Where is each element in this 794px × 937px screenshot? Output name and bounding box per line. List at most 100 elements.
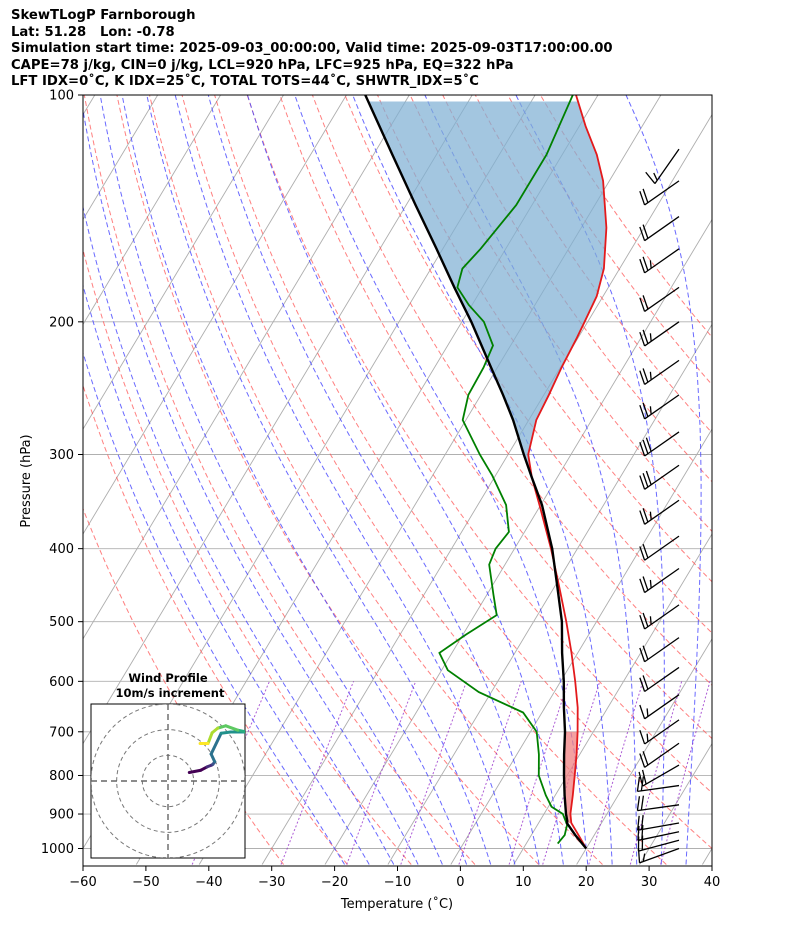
wind-barb-staff bbox=[644, 431, 680, 457]
wind-barb-feather bbox=[646, 708, 649, 717]
mixing-ratio-line bbox=[629, 681, 683, 865]
wind-barb-feather bbox=[642, 295, 649, 310]
dry-adiabat bbox=[409, 95, 712, 533]
wind-barb-feather bbox=[639, 704, 646, 719]
wind-barb-staff bbox=[644, 321, 680, 347]
wind-barb-feather bbox=[649, 511, 652, 520]
wind-barb-feather bbox=[645, 470, 652, 485]
wind-barb-feather bbox=[639, 370, 646, 385]
wind-barb-feather bbox=[646, 733, 649, 742]
wind-barb-feather bbox=[649, 616, 652, 625]
wind-barb-feather bbox=[642, 368, 649, 383]
moist-adiabat bbox=[83, 205, 395, 865]
y-tick-label: 900 bbox=[49, 808, 74, 823]
dry-adiabat bbox=[311, 95, 712, 686]
wind-barb-feather bbox=[639, 442, 646, 457]
isotherm bbox=[83, 95, 96, 116]
y-tick-label: 400 bbox=[49, 542, 74, 557]
wind-barb bbox=[639, 321, 680, 347]
isotherm bbox=[702, 847, 712, 865]
wind-barb-feather bbox=[649, 260, 652, 269]
moist-adiabat bbox=[247, 95, 564, 865]
wind-barb-staff bbox=[644, 694, 680, 720]
moist-adiabat bbox=[174, 95, 516, 865]
y-tick-label: 500 bbox=[49, 615, 74, 630]
wind-barb-feather bbox=[649, 579, 652, 589]
wind-barb-staff bbox=[644, 535, 680, 561]
x-tick-label: −10 bbox=[384, 875, 411, 890]
y-tick-label: 800 bbox=[49, 769, 74, 784]
wind-barb-feather bbox=[649, 333, 652, 342]
wind-barb bbox=[636, 776, 680, 793]
wind-barb bbox=[639, 216, 680, 242]
wind-barb-feather bbox=[639, 546, 646, 561]
dry-adiabat bbox=[442, 95, 712, 483]
x-tick-label: −60 bbox=[69, 875, 96, 890]
y-tick-label: 1000 bbox=[41, 842, 74, 857]
wind-barb-staff bbox=[637, 784, 680, 793]
dry-adiabat bbox=[116, 95, 540, 865]
moist-adiabat bbox=[83, 107, 419, 865]
wind-barb-feather bbox=[639, 404, 646, 420]
moist-adiabat bbox=[207, 95, 540, 865]
wind-barb-staff bbox=[644, 637, 680, 663]
cin-area bbox=[564, 731, 578, 823]
temperature-line bbox=[527, 95, 608, 849]
hodograph-segment bbox=[206, 731, 214, 746]
wind-barb bbox=[639, 286, 680, 312]
mixing-ratio-line bbox=[588, 681, 644, 865]
wind-barb-feather bbox=[645, 171, 656, 184]
wind-barb-staff bbox=[642, 764, 680, 787]
x-tick-label: 0 bbox=[456, 875, 464, 890]
hodograph-title: Wind Profile bbox=[128, 671, 208, 685]
x-tick-label: 40 bbox=[704, 875, 721, 890]
cape-area bbox=[368, 101, 607, 478]
wind-barb bbox=[639, 464, 680, 490]
moist-adiabat bbox=[99, 95, 443, 865]
wind-barb-feather bbox=[639, 190, 646, 206]
wind-barb-feather bbox=[639, 331, 646, 347]
wind-barb-feather bbox=[639, 226, 646, 241]
wind-barb bbox=[639, 248, 680, 274]
wind-barb bbox=[639, 694, 680, 720]
wind-barb-feather bbox=[639, 258, 646, 274]
wind-barb-feather bbox=[639, 475, 646, 490]
wind-barb-feather bbox=[642, 576, 649, 591]
isotherm bbox=[83, 95, 473, 745]
wind-barb-feather bbox=[639, 578, 646, 593]
wind-barb-feather bbox=[642, 329, 649, 344]
wind-barb-staff bbox=[644, 464, 680, 490]
x-tick-label: 10 bbox=[515, 875, 532, 890]
wind-barb-feather bbox=[642, 751, 649, 766]
x-tick-label: −50 bbox=[132, 875, 159, 890]
wind-barb-staff bbox=[644, 499, 680, 525]
x-axis-label: Temperature (˚C) bbox=[340, 896, 453, 912]
mixing-ratio-line bbox=[280, 681, 355, 865]
dry-adiabat bbox=[214, 95, 712, 850]
dry-adiabat bbox=[377, 95, 712, 583]
wind-barb-feather bbox=[639, 677, 646, 692]
wind-barb-feather bbox=[642, 473, 649, 488]
isotherm bbox=[576, 637, 712, 865]
y-tick-label: 100 bbox=[49, 89, 74, 104]
wind-barb-feather bbox=[640, 795, 645, 811]
x-tick-label: 20 bbox=[578, 875, 595, 890]
dry-adiabat bbox=[474, 95, 712, 434]
wind-barb-staff bbox=[644, 666, 680, 693]
wind-barb-feather bbox=[642, 188, 649, 203]
moist-adiabat bbox=[424, 95, 638, 865]
chart-title-times: Simulation start time: 2025-09-03_00:00:… bbox=[11, 41, 613, 57]
wind-barb-feather bbox=[639, 615, 646, 630]
isotherm bbox=[765, 95, 794, 864]
mixing-ratio-line bbox=[508, 681, 569, 865]
chart-title-block: SkewTLogP Farnborough Lat: 51.28 Lon: -0… bbox=[11, 8, 613, 91]
mixing-ratio-line bbox=[660, 681, 711, 865]
wind-barb-feather bbox=[641, 825, 644, 840]
y-tick-label: 700 bbox=[49, 725, 74, 740]
wind-barb-staff bbox=[644, 394, 680, 420]
chart-title-coordinates: Lat: 51.28 Lon: -0.78 bbox=[11, 24, 175, 40]
wind-barb-feather bbox=[642, 612, 649, 627]
wind-barb-feather bbox=[642, 645, 649, 660]
x-tick-label: 30 bbox=[641, 875, 658, 890]
wind-barb bbox=[639, 535, 680, 561]
